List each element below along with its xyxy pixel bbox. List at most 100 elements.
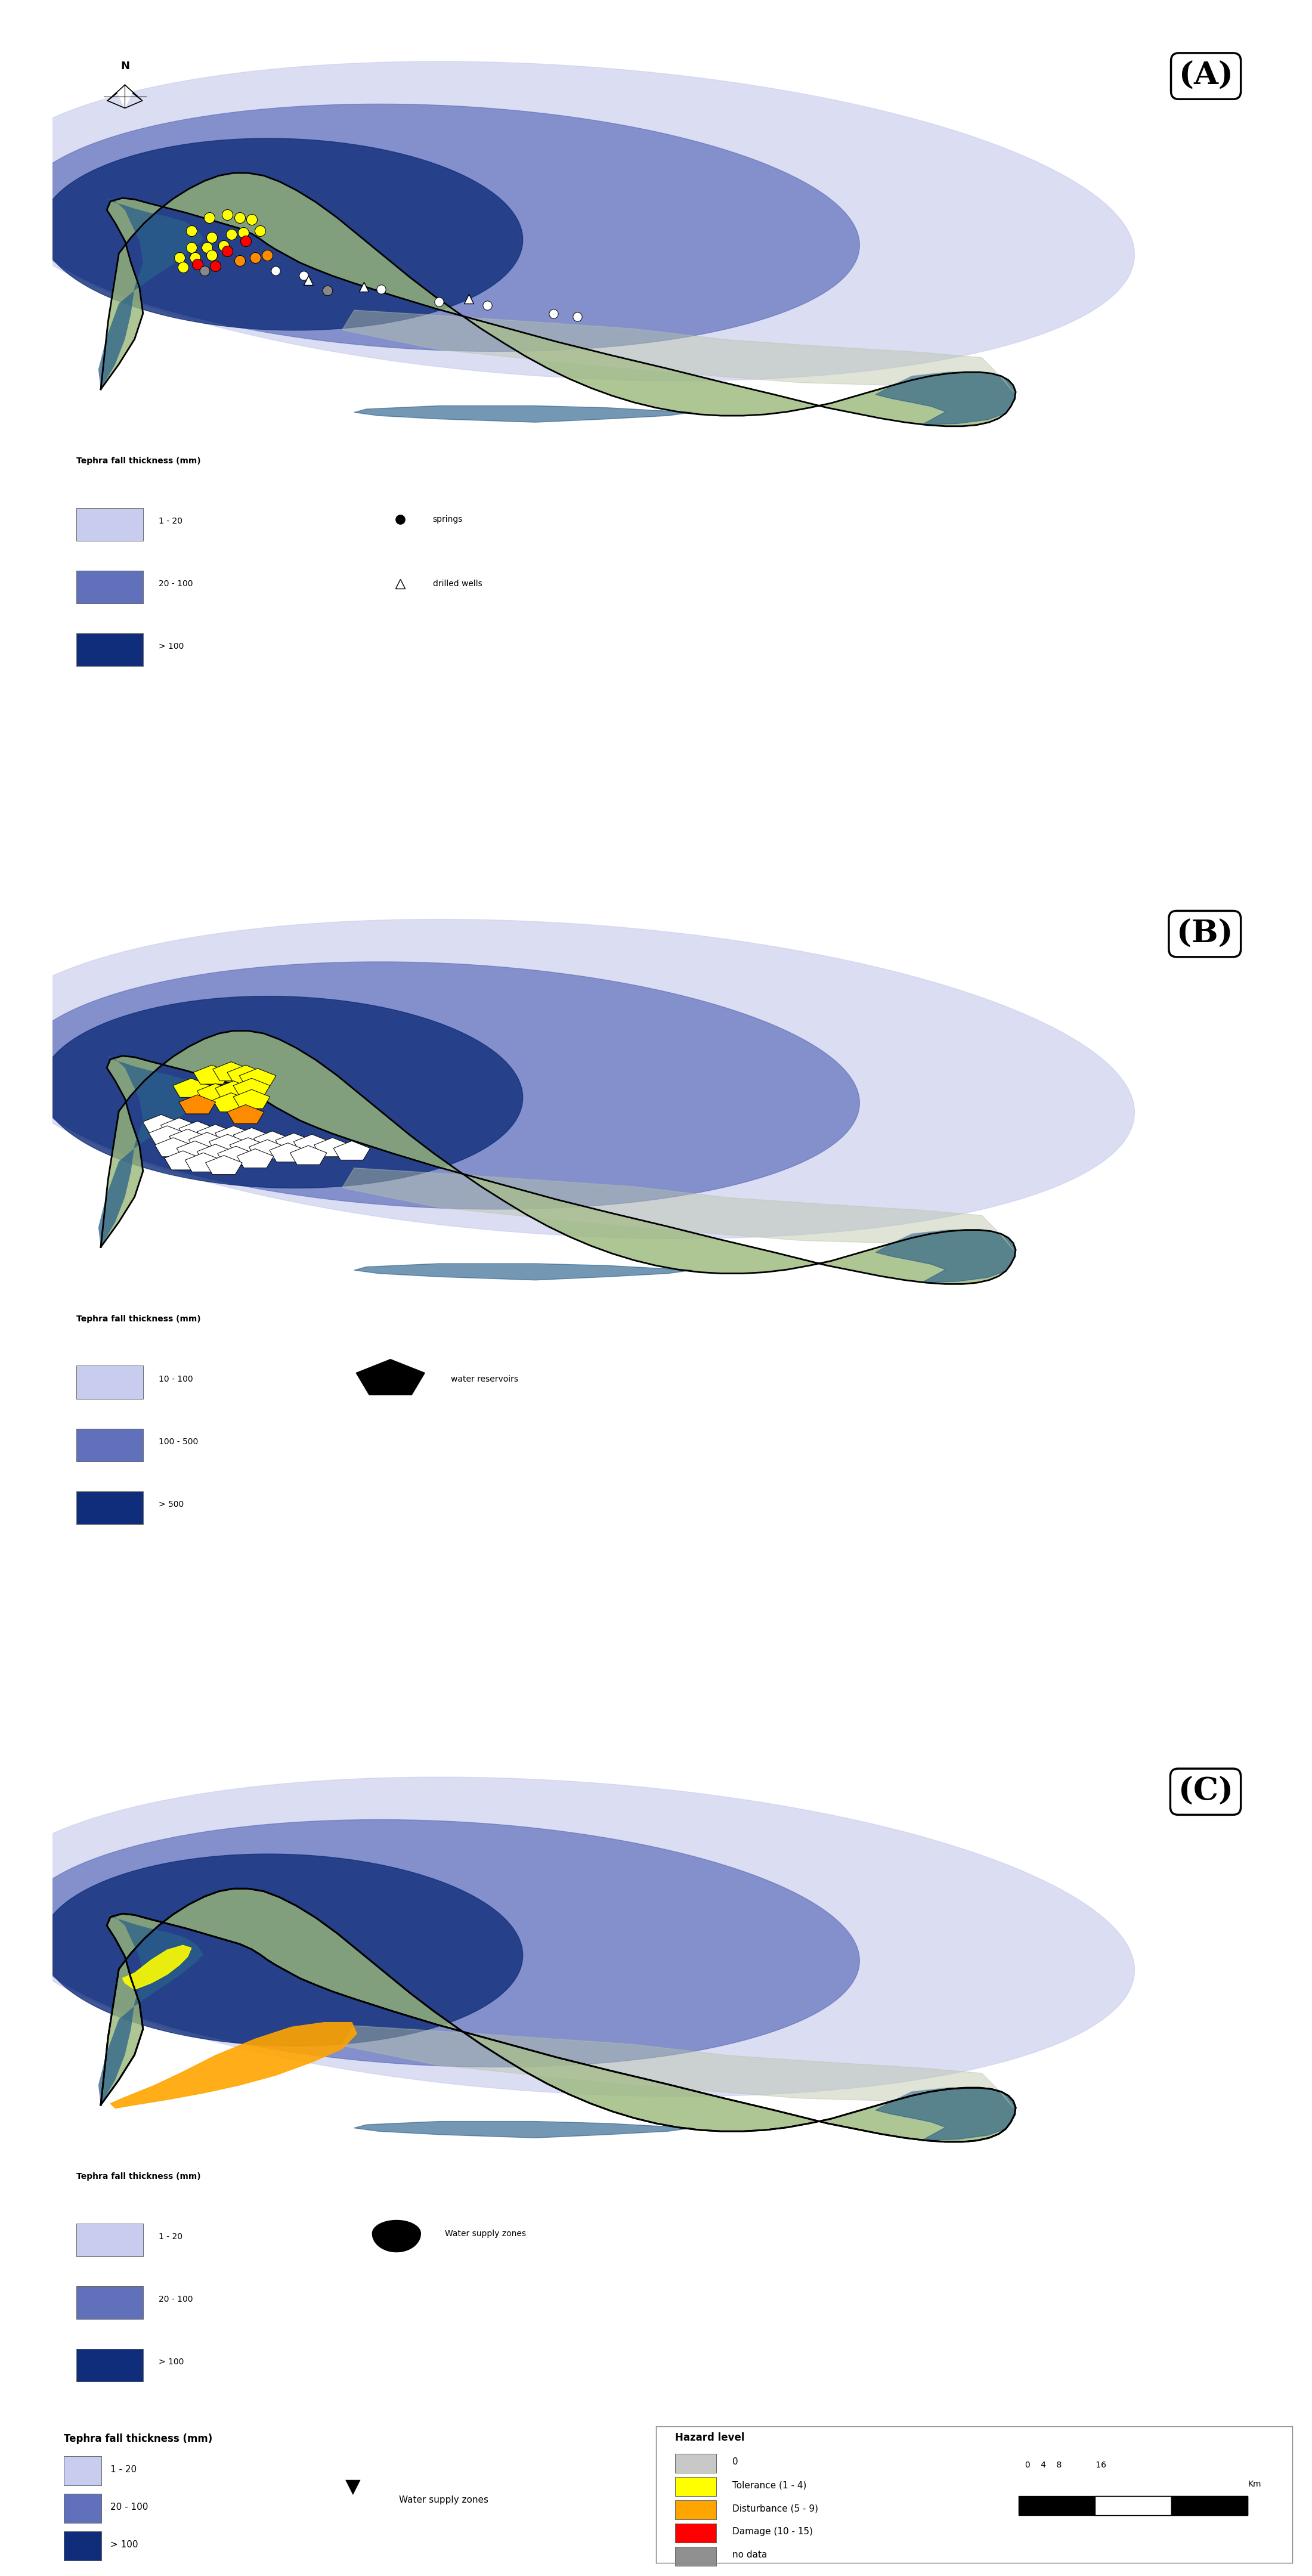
Text: Tephra fall thickness (mm): Tephra fall thickness (mm) [76, 1314, 201, 1324]
Bar [676, 2455, 716, 2473]
Polygon shape [98, 1056, 203, 1247]
Polygon shape [161, 1118, 198, 1136]
Polygon shape [215, 1082, 252, 1100]
Text: springs: springs [433, 515, 463, 523]
Bar [64, 2455, 101, 2486]
Polygon shape [218, 1146, 255, 1164]
Polygon shape [98, 1914, 203, 2105]
Polygon shape [227, 1064, 264, 1084]
Bar [1018, 2496, 1248, 2514]
Text: 10 - 100: 10 - 100 [159, 1376, 193, 1383]
Text: > 100: > 100 [110, 2540, 138, 2548]
Polygon shape [41, 139, 522, 330]
Polygon shape [234, 1128, 270, 1146]
Text: Tephra fall thickness (mm): Tephra fall thickness (mm) [76, 2172, 201, 2182]
Polygon shape [213, 1061, 249, 1082]
Polygon shape [0, 920, 1135, 1239]
Text: Tolerance (1 - 4): Tolerance (1 - 4) [732, 2481, 807, 2491]
Polygon shape [0, 62, 1135, 381]
Text: 20 - 100: 20 - 100 [159, 2295, 193, 2303]
Text: ▼: ▼ [345, 2478, 361, 2496]
Polygon shape [354, 407, 693, 422]
Polygon shape [164, 1151, 201, 1170]
Polygon shape [101, 1030, 1015, 1283]
Text: 1 - 20: 1 - 20 [159, 2233, 182, 2241]
Polygon shape [189, 1133, 226, 1151]
Text: > 100: > 100 [159, 641, 184, 652]
Text: 1 - 20: 1 - 20 [159, 518, 182, 526]
Polygon shape [41, 997, 522, 1188]
Bar [76, 572, 143, 603]
Polygon shape [108, 85, 142, 100]
Polygon shape [314, 1139, 350, 1157]
Bar [76, 1365, 143, 1399]
Polygon shape [18, 103, 859, 350]
Polygon shape [249, 1139, 286, 1159]
Polygon shape [197, 1126, 234, 1144]
Polygon shape [342, 309, 1013, 392]
Text: N: N [121, 62, 130, 72]
Bar [1096, 2496, 1172, 2514]
Text: (B): (B) [1177, 920, 1233, 948]
Polygon shape [155, 1139, 192, 1157]
Text: Km: Km [1248, 2481, 1261, 2488]
Polygon shape [269, 1144, 306, 1162]
Polygon shape [237, 1149, 274, 1167]
Bar [76, 2349, 143, 2383]
Polygon shape [18, 1819, 859, 2066]
Polygon shape [169, 1128, 206, 1149]
Polygon shape [354, 1265, 693, 1280]
Bar [64, 2494, 101, 2522]
Polygon shape [143, 1115, 180, 1133]
Bar [76, 2287, 143, 2318]
Bar [64, 2532, 101, 2561]
Polygon shape [197, 1144, 234, 1164]
Text: Damage (10 - 15): Damage (10 - 15) [732, 2527, 813, 2537]
Polygon shape [356, 1360, 425, 1396]
Polygon shape [230, 1139, 266, 1157]
Polygon shape [875, 1229, 1015, 1283]
Polygon shape [333, 1141, 370, 1159]
Text: (C): (C) [1178, 1777, 1233, 1806]
Text: 0: 0 [732, 2458, 739, 2468]
Polygon shape [148, 1126, 185, 1144]
Text: no data: no data [732, 2550, 768, 2561]
Polygon shape [98, 198, 203, 389]
Text: Tephra fall thickness (mm): Tephra fall thickness (mm) [64, 2434, 213, 2445]
Polygon shape [875, 371, 1015, 425]
Polygon shape [185, 1154, 222, 1172]
Polygon shape [373, 2221, 421, 2251]
Text: drilled wells: drilled wells [433, 580, 482, 587]
Polygon shape [173, 1079, 210, 1097]
Polygon shape [0, 1777, 1135, 2097]
Polygon shape [178, 1121, 215, 1141]
Bar [76, 1430, 143, 1461]
Text: > 500: > 500 [159, 1499, 184, 1510]
Polygon shape [209, 1133, 245, 1154]
Bar [676, 2524, 716, 2543]
Polygon shape [234, 1090, 270, 1108]
Bar [676, 2478, 716, 2496]
Bar [676, 2548, 716, 2566]
Text: Water supply zones: Water supply zones [399, 2496, 488, 2504]
Bar [1172, 2496, 1248, 2514]
Text: Tephra fall thickness (mm): Tephra fall thickness (mm) [76, 456, 201, 466]
Polygon shape [294, 1133, 331, 1154]
Polygon shape [215, 1126, 252, 1144]
Polygon shape [41, 1855, 522, 2045]
Polygon shape [110, 2022, 357, 2107]
Bar [76, 507, 143, 541]
Polygon shape [101, 1888, 1015, 2141]
Polygon shape [342, 2025, 1013, 2107]
Polygon shape [178, 1095, 215, 1113]
Polygon shape [206, 1157, 243, 1175]
Text: Hazard level: Hazard level [676, 2432, 745, 2442]
Text: Disturbance (5 - 9): Disturbance (5 - 9) [732, 2504, 819, 2514]
Polygon shape [122, 1945, 192, 1989]
Polygon shape [213, 1092, 249, 1113]
Polygon shape [101, 173, 1015, 425]
Text: > 100: > 100 [159, 2357, 184, 2367]
Polygon shape [234, 1079, 270, 1097]
Text: 0    4    8             16: 0 4 8 16 [1025, 2460, 1106, 2468]
Polygon shape [290, 1146, 327, 1164]
